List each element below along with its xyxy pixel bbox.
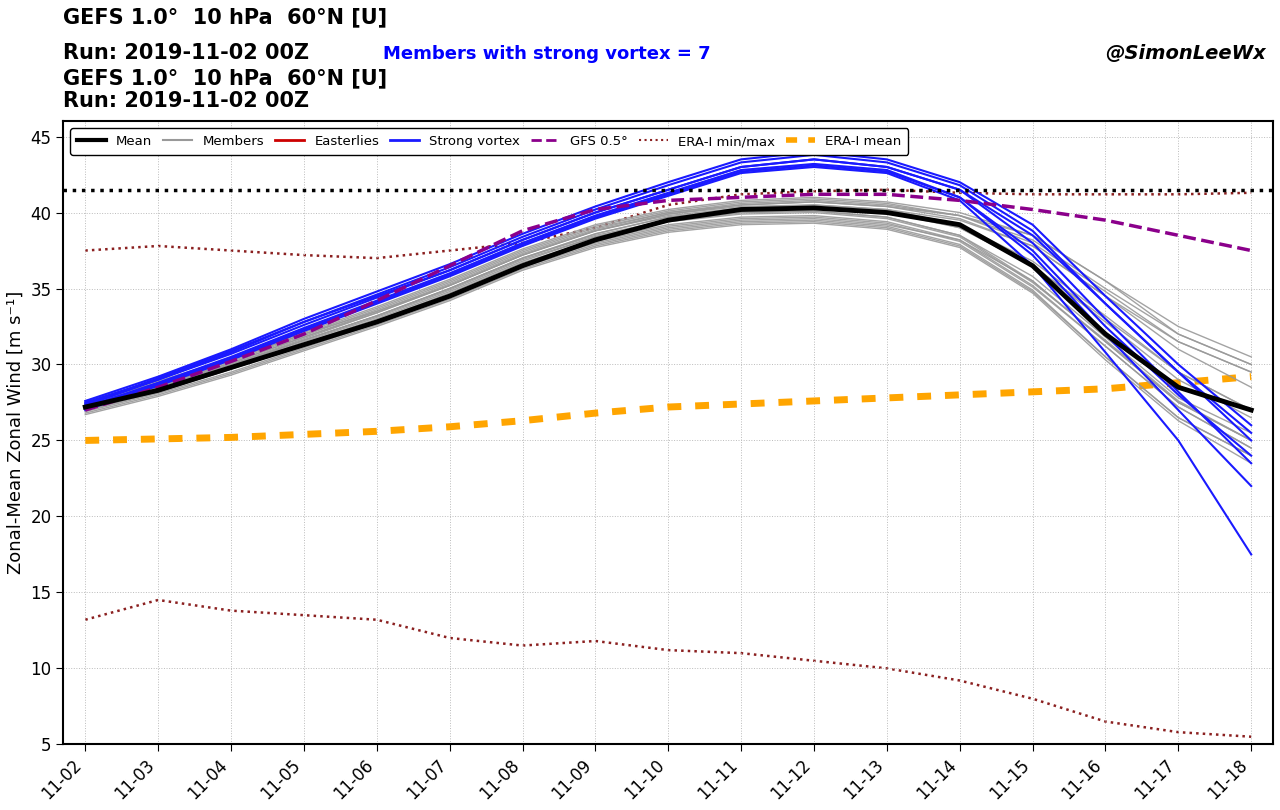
Text: @SimonLeeWx: @SimonLeeWx — [1106, 44, 1266, 63]
Text: GEFS 1.0°  10 hPa  60°N [U]: GEFS 1.0° 10 hPa 60°N [U] — [64, 7, 388, 27]
Legend: Mean, Members, Easterlies, Strong vortex, GFS 0.5°, ERA-I min/max, ERA-I mean: Mean, Members, Easterlies, Strong vortex… — [70, 128, 909, 155]
Y-axis label: Zonal-Mean Zonal Wind [m s⁻¹]: Zonal-Mean Zonal Wind [m s⁻¹] — [6, 292, 24, 574]
Text: Run: 2019-11-02 00Z: Run: 2019-11-02 00Z — [64, 43, 310, 63]
Text: Members with strong vortex = 7: Members with strong vortex = 7 — [383, 45, 710, 63]
Text: GEFS 1.0°  10 hPa  60°N [U]
Run: 2019-11-02 00Z: GEFS 1.0° 10 hPa 60°N [U] Run: 2019-11-0… — [64, 68, 388, 112]
